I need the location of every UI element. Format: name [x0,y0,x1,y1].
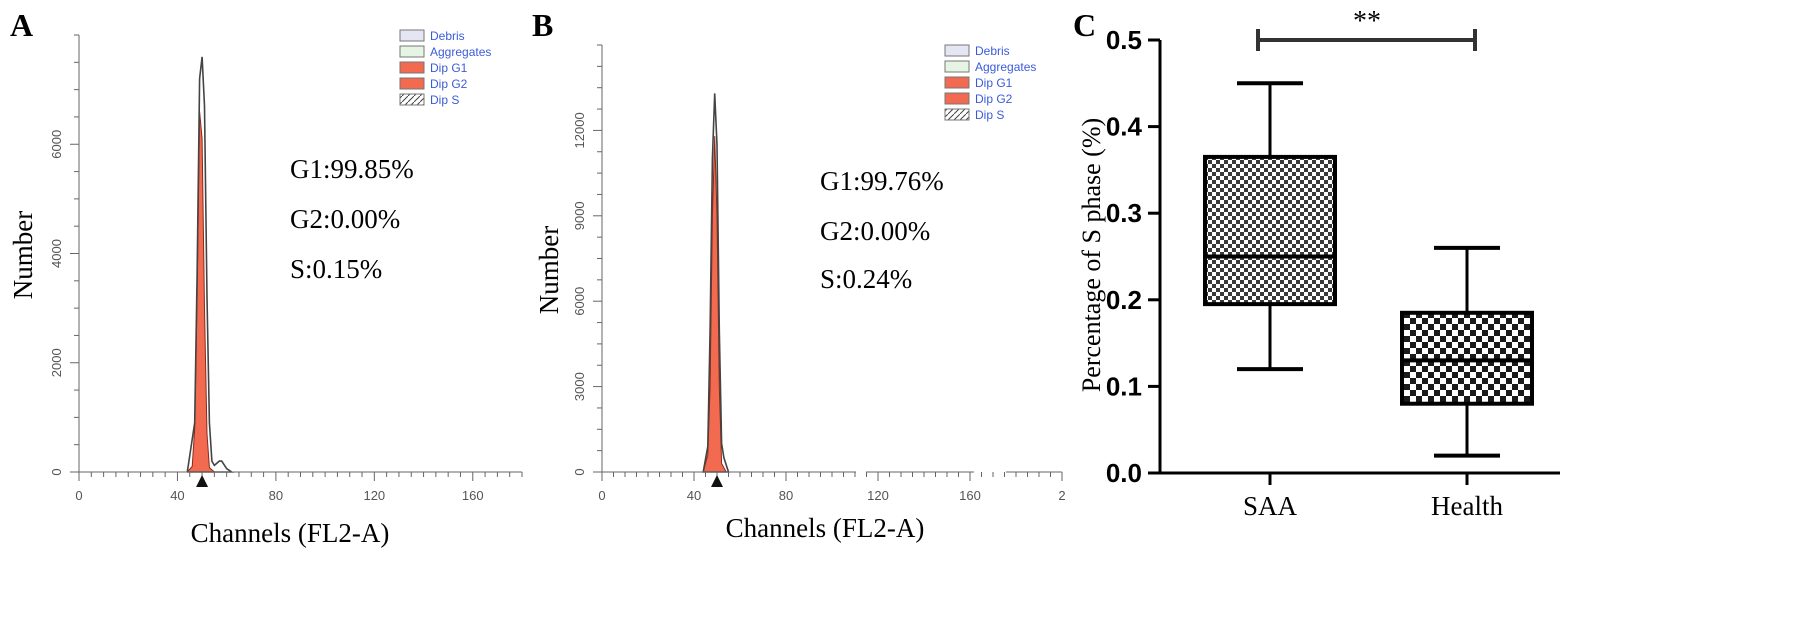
boxplot-panel-c: 0.0 0.1 0.2 0.3 0.4 0.5 SAA Health Percentage o… [1077,6,1560,521]
legend-swatch-dip-s [399,93,425,106]
histogram-b-annotation-g2: G2:0.00% [820,216,930,246]
histogram-b-annotation-g1: G1:99.76% [820,166,944,196]
legend-label-debris: Debris [975,44,1010,58]
x-tick-label: 120 [363,488,385,503]
boxplot-y-tick-label: 0.1 [1106,371,1142,401]
histogram-a-plot-area [186,56,235,473]
histogram-a-axes: 0 40 80 120 160 0 2000 4000 6000 [49,34,523,503]
boxplot-y-tick-label: 0.0 [1106,458,1142,488]
legend-swatch-aggregates [399,45,425,58]
boxplot-category-label-saa: SAA [1243,491,1298,521]
histogram-a-x-axis-label: Channels (FL2-A) [191,518,390,548]
histogram-a-annotation-g1: G1:99.85% [290,154,414,184]
legend-swatch-aggregates [944,60,970,73]
legend-swatch-dip-g1 [944,76,970,89]
x-tick-label: 40 [687,488,701,503]
x-tick-label: 160 [462,488,484,503]
x-tick-label: 0 [598,488,605,503]
legend-swatch-dip-g2 [399,77,425,90]
x-tick-label: 80 [779,488,793,503]
y-tick-label: 9000 [572,201,587,230]
legend-label-debris: Debris [430,29,465,43]
y-tick-label: 0 [49,468,64,475]
x-tick-label: 2 [1058,488,1065,503]
y-tick-label: 2000 [49,348,64,377]
x-tick-label: 80 [269,488,283,503]
histogram-b-y-axis-label: Number [534,226,564,314]
a-series-dip-g1 [186,111,216,473]
boxplot-y-tick-label: 0.4 [1106,112,1143,142]
x-tick-label: 120 [867,488,889,503]
legend-label-aggregates: Aggregates [430,45,491,59]
histogram-b-x-axis-label: Channels (FL2-A) [726,513,925,543]
boxplot-y-axis-label: Percentage of S phase (%) [1077,118,1106,392]
x-tick-label: 160 [959,488,981,503]
g1-peak-marker [196,475,209,487]
box-health [1400,310,1534,406]
boxplot-y-tick-label: 0.5 [1106,25,1142,55]
legend-label-aggregates: Aggregates [975,60,1036,74]
y-tick-label: 6000 [49,130,64,159]
b-series-dip-s [702,93,730,473]
histogram-panel-b: 0 40 80 120 160 2 0 3000 6000 9000 12000 Debris Agg… [534,44,1066,543]
x-tick-label: 40 [170,488,184,503]
legend-label-dip-s: Dip S [430,93,459,107]
legend-label-dip-g1: Dip G1 [430,61,468,75]
boxplot-plot-area: 0.0 0.1 0.2 0.3 0.4 0.5 SAA Health [1106,25,1560,521]
legend-label-dip-g2: Dip G2 [430,77,468,91]
legend-swatch-debris [399,29,425,42]
legend-label-dip-s: Dip S [975,108,1004,122]
box-saa [1203,154,1337,307]
histogram-a-legend: Debris Aggregates Dip G1 Dip G2 Dip S [399,29,491,107]
histogram-b-annotation-s: S:0.24% [820,264,912,294]
boxplot-y-tick-label: 0.3 [1106,198,1142,228]
legend-label-dip-g2: Dip G2 [975,92,1013,106]
b-series-dip-g1 [702,136,728,473]
histogram-a-annotation-g2: G2:0.00% [290,204,400,234]
y-tick-label: 6000 [572,287,587,316]
panel-label-c: C [1073,7,1096,43]
boxplot-y-tick-label: 0.2 [1106,285,1142,315]
histogram-a-y-axis-label: Number [8,211,38,299]
panel-label-a: A [10,7,33,43]
legend-label-dip-g1: Dip G1 [975,76,1013,90]
g1-peak-marker [711,475,723,487]
histogram-b-legend: Debris Aggregates Dip G1 Dip G2 Dip S [944,44,1036,122]
panel-label-b: B [532,7,553,43]
legend-swatch-dip-g1 [399,61,425,74]
y-tick-label: 0 [572,468,587,475]
a-series-dip-s [186,56,235,473]
boxplot-category-label-health: Health [1431,491,1503,521]
histogram-a-annotation-s: S:0.15% [290,254,382,284]
y-tick-label: 3000 [572,372,587,401]
legend-swatch-dip-g2 [944,92,970,105]
histogram-b-axes: 0 40 80 120 160 2 0 3000 6000 9000 12000 [572,44,1066,503]
legend-swatch-debris [944,44,970,57]
significance-marker: ** [1353,6,1381,37]
histogram-panel-a: 0 40 80 120 160 0 2000 4000 6000 Debris Aggregate… [8,29,523,548]
histogram-b-plot-area [702,93,730,473]
y-tick-label: 12000 [572,112,587,148]
x-tick-label: 0 [75,488,82,503]
y-tick-label: 4000 [49,239,64,268]
legend-swatch-dip-s [944,108,970,121]
